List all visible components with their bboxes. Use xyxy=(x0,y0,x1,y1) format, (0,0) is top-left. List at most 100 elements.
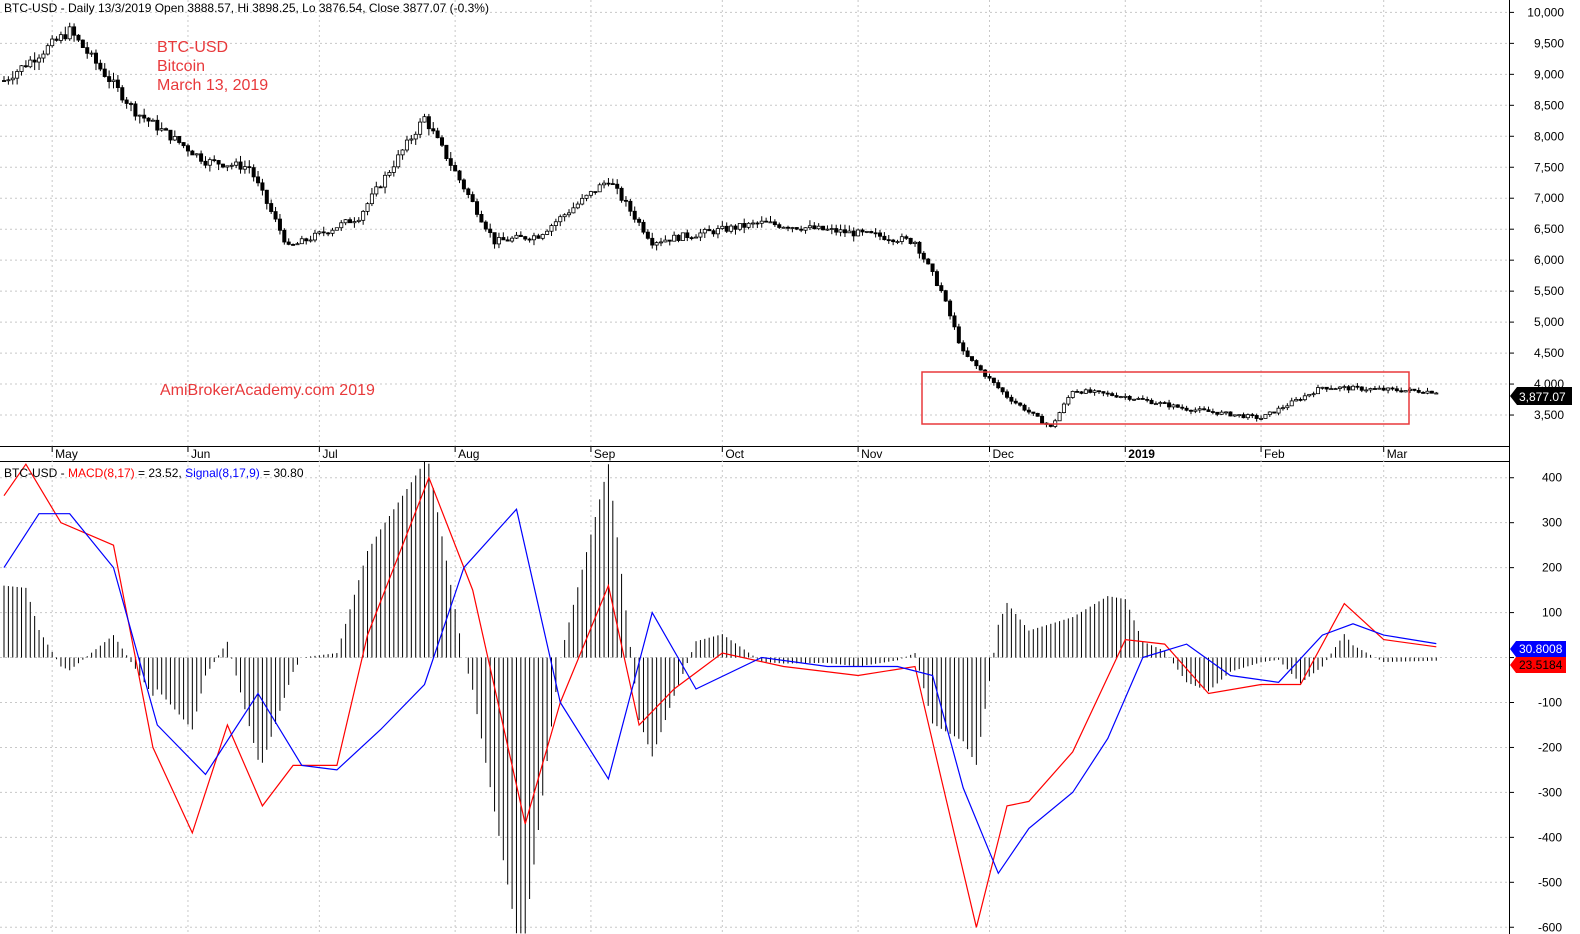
candle-body xyxy=(899,236,904,242)
candle-body xyxy=(93,52,98,64)
candle-body xyxy=(172,136,177,141)
candle-body xyxy=(715,228,720,235)
candle-body xyxy=(199,153,204,162)
candle-body xyxy=(847,230,852,234)
candle-body xyxy=(1118,396,1123,398)
macd-line xyxy=(3,463,1437,928)
candle-body xyxy=(89,52,94,55)
price-tick-label: 4,500 xyxy=(1534,346,1564,360)
date-tick-label: Feb xyxy=(1264,447,1285,461)
candle-body xyxy=(378,186,383,189)
candle-body xyxy=(720,225,725,229)
candle-body xyxy=(1158,402,1163,405)
candle-body xyxy=(1245,414,1250,419)
candle-body xyxy=(1250,414,1255,417)
candle-body xyxy=(965,350,970,357)
candle-body xyxy=(1197,408,1202,411)
date-axis: May Jun Jul Aug Sep Oct Nov Dec 2019 Feb Mar xyxy=(51,446,1407,461)
price-tick-label: 9,500 xyxy=(1534,36,1564,50)
candle-body xyxy=(746,222,751,228)
candle-body xyxy=(1237,414,1242,417)
candle-body xyxy=(426,116,431,130)
last-price-marker: 3,877.07 xyxy=(1510,387,1572,405)
candle-body xyxy=(1329,388,1334,391)
candle-body xyxy=(1180,406,1185,409)
candle-body xyxy=(1381,387,1386,391)
price-tick-label: 7,500 xyxy=(1534,160,1564,174)
candle-body xyxy=(667,239,672,242)
candle-body xyxy=(501,237,506,241)
price-tick-label: 9,000 xyxy=(1534,67,1564,81)
candle-body xyxy=(540,234,545,239)
candle-body xyxy=(1184,407,1189,411)
candle-body xyxy=(32,59,37,63)
candle-body xyxy=(680,232,685,241)
candle-body xyxy=(759,220,764,224)
candle-body xyxy=(137,114,142,117)
candle-body xyxy=(383,174,388,188)
candle-body xyxy=(781,226,786,229)
candle-body xyxy=(225,165,230,168)
candle-body xyxy=(1075,391,1080,393)
macd-value-marker: 23.5184 xyxy=(1510,657,1566,673)
price-tick-label: 5,000 xyxy=(1534,315,1564,329)
price-tick-label: 8,000 xyxy=(1534,129,1564,143)
candle-body xyxy=(943,290,948,302)
candle-body xyxy=(1294,399,1299,402)
candle-body xyxy=(842,229,847,234)
macd-tick-label: -400 xyxy=(1538,830,1562,844)
candle-body xyxy=(1285,405,1290,409)
candle-body xyxy=(882,235,887,241)
candle-body xyxy=(729,225,734,232)
candle-body xyxy=(181,142,186,147)
candle-body xyxy=(1114,395,1119,398)
candle-body xyxy=(523,236,528,240)
candle-body xyxy=(593,191,598,193)
date-tick-label: Jul xyxy=(322,447,337,461)
candle-body xyxy=(917,241,922,254)
macd-header-macd-value: = 23.52, xyxy=(135,466,185,480)
candle-body xyxy=(475,201,480,215)
candle-body xyxy=(948,300,953,317)
macd-header-prefix: BTC-USD - xyxy=(4,466,68,480)
candle-body xyxy=(772,221,777,226)
price-tick-label: 5,500 xyxy=(1534,284,1564,298)
candle-body xyxy=(834,228,839,233)
candle-body xyxy=(1399,390,1404,393)
candle-body xyxy=(45,45,50,55)
candle-body xyxy=(873,232,878,235)
candle-body xyxy=(264,189,269,204)
candle-body xyxy=(1000,387,1005,393)
signal-value-marker: 30.8008 xyxy=(1510,641,1566,657)
candle-body xyxy=(571,207,576,214)
candle-body xyxy=(273,211,278,220)
candle-body xyxy=(1355,385,1360,388)
candle-body xyxy=(886,239,891,242)
price-tick-label: 7,000 xyxy=(1534,191,1564,205)
candle-body xyxy=(580,197,585,205)
date-tick-label: May xyxy=(55,447,78,461)
candle-body xyxy=(1088,389,1093,393)
candle-body xyxy=(387,172,392,176)
price-tick-label: 6,000 xyxy=(1534,253,1564,267)
candle-body xyxy=(1429,390,1434,394)
candle-body xyxy=(1127,395,1132,400)
candle-body xyxy=(610,183,615,185)
macd-tick-label: -100 xyxy=(1538,695,1562,709)
candle-body xyxy=(742,223,747,228)
candle-body xyxy=(479,214,484,223)
candle-body xyxy=(851,230,856,237)
candle-body xyxy=(1425,390,1430,394)
candle-body xyxy=(1421,391,1426,394)
candle-body xyxy=(536,235,541,239)
macd-histogram xyxy=(3,462,1437,934)
candle-body xyxy=(1009,396,1014,402)
candle-body xyxy=(396,154,401,168)
macd-axis: -600-500-400-300-200-1000100200300400 xyxy=(1509,471,1562,934)
candle-body xyxy=(299,238,304,245)
candle-body xyxy=(185,145,190,152)
candle-body xyxy=(1188,409,1193,412)
candle-body xyxy=(422,116,427,123)
candle-body xyxy=(72,26,77,36)
candle-body xyxy=(356,219,361,222)
